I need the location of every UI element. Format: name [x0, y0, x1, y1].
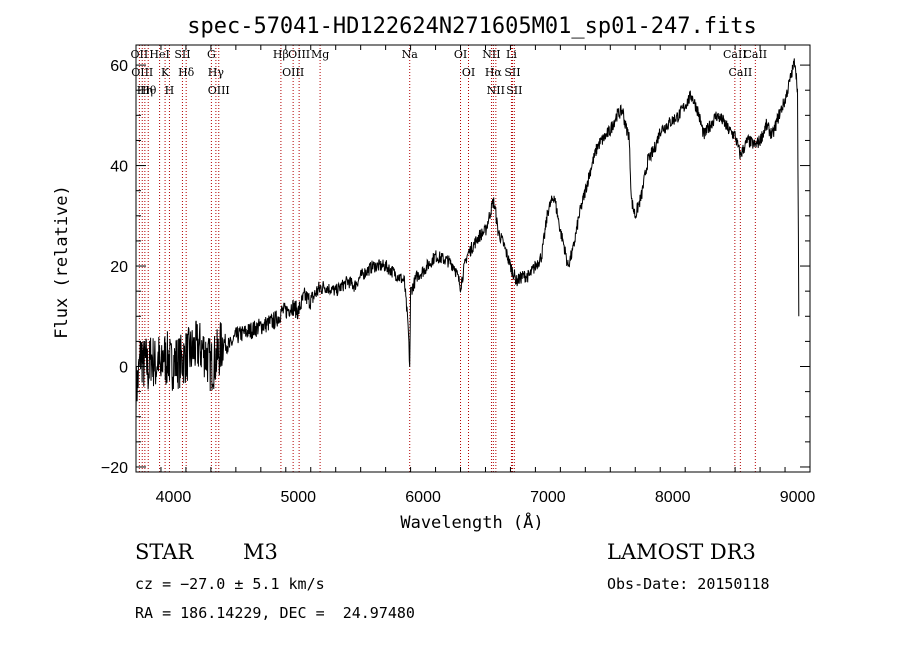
- y-tick-label: −20: [101, 460, 128, 477]
- spectral-line-label: CaII: [743, 48, 767, 61]
- x-tick-label: 7000: [530, 489, 566, 506]
- spectral-line-label: CaII: [723, 48, 747, 61]
- y-axis-label: Flux (relative): [52, 185, 72, 339]
- object-class: STAR: [135, 540, 194, 564]
- y-tick-label: 0: [119, 360, 128, 377]
- redshift-velocity: cz = −27.0 ± 5.1 km/s: [135, 575, 325, 593]
- spectral-line-label: OIII: [208, 84, 230, 97]
- object-subclass: M3: [243, 540, 278, 564]
- x-tick-label: 4000: [156, 489, 192, 506]
- y-tick-label: 40: [110, 159, 128, 176]
- spectral-line-label: Li: [506, 48, 517, 61]
- spectral-line-label: OII: [131, 48, 149, 61]
- spectrum-line: [135, 58, 800, 420]
- spectral-line-label: K: [161, 66, 170, 79]
- spectral-line-markers: [138, 45, 756, 472]
- spectral-line-label: SII: [174, 48, 190, 61]
- spectral-line-label: SII: [506, 84, 522, 97]
- spectral-line-label: Hη: [137, 84, 153, 97]
- spectral-line-label: NII: [482, 48, 500, 61]
- spectral-line-label: OIII: [282, 66, 304, 79]
- survey-name: LAMOST DR3: [607, 540, 756, 564]
- observation-date: Obs-Date: 20150118: [607, 575, 770, 593]
- spectral-line-label: OI: [462, 66, 475, 79]
- x-tick-label: 8000: [655, 489, 691, 506]
- spectral-line-label: Hγ: [208, 66, 225, 79]
- coordinates: RA = 186.14229, DEC = 24.97480: [135, 604, 415, 622]
- spectral-line-label: Hβ: [273, 48, 289, 61]
- x-tick-label: 5000: [280, 489, 316, 506]
- spectral-line-label: Na: [402, 48, 419, 61]
- spectral-line-label: G: [207, 48, 216, 61]
- spectral-line-label: Hδ: [178, 66, 195, 79]
- spectral-line-label: OIII: [131, 66, 153, 79]
- chart-title: spec-57041-HD122624N271605M01_sp01-247.f…: [187, 14, 757, 39]
- x-axis-label: Wavelength (Å): [400, 511, 543, 533]
- spectral-line-label: Hθ: [140, 84, 157, 97]
- y-tick-label: 20: [110, 259, 128, 276]
- spectral-line-label: OI: [454, 48, 467, 61]
- spectral-line-label: SII: [504, 66, 520, 79]
- x-tick-label: 9000: [780, 489, 816, 506]
- spectral-line-label: NII: [487, 84, 505, 97]
- spectral-line-label: H: [165, 84, 175, 97]
- spectral-line-label: HeI: [149, 48, 169, 61]
- spectral-line-label: CaII: [729, 66, 753, 79]
- axis-ticks: [135, 45, 811, 472]
- x-tick-label: 6000: [405, 489, 441, 506]
- plot-frame: [135, 44, 811, 473]
- spectral-line-label: OIII: [288, 48, 310, 61]
- spectral-line-label: Hα: [485, 66, 503, 79]
- spectral-line-label: Mg: [311, 48, 329, 61]
- y-tick-label: 60: [110, 58, 128, 75]
- axis-tick-labels: 4000 5000 6000 7000 8000 9000 −20 0 20 40 60: [101, 58, 816, 506]
